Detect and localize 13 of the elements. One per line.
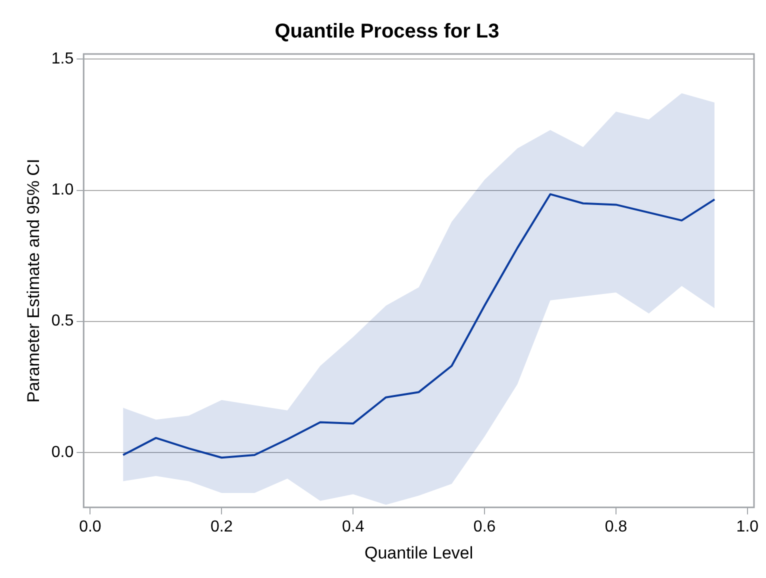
x-tick-label: 0.6 (473, 518, 496, 536)
y-tick-label: 0.0 (51, 444, 74, 461)
x-axis-title: Quantile Level (364, 543, 474, 562)
x-tick-label: 0.2 (210, 518, 233, 536)
x-tick-label: 0.4 (342, 518, 364, 536)
x-tick-label: 0.8 (604, 518, 628, 536)
y-tick-label: 0.5 (51, 312, 74, 330)
y-tick-label: 1.5 (51, 50, 74, 68)
chart-title: Quantile Process for L3 (274, 20, 500, 43)
y-tick-label: 1.0 (51, 182, 74, 199)
x-tick-label: 1.0 (736, 518, 759, 536)
y-axis-title: Parameter Estimate and 95% CI (24, 158, 43, 403)
x-tick-label: 0.0 (79, 518, 102, 536)
